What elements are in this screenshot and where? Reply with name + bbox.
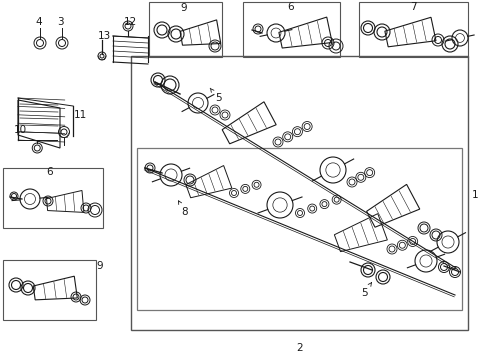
Bar xyxy=(358,2,467,57)
Text: 4: 4 xyxy=(36,17,42,27)
Text: 8: 8 xyxy=(178,201,188,217)
Bar xyxy=(137,148,461,310)
Text: 3: 3 xyxy=(57,17,63,27)
Text: 9: 9 xyxy=(97,261,103,271)
Text: 12: 12 xyxy=(123,17,136,27)
Bar xyxy=(3,260,96,320)
Text: 5: 5 xyxy=(360,283,371,298)
Bar xyxy=(243,2,339,57)
Text: 6: 6 xyxy=(46,167,53,177)
Text: 2: 2 xyxy=(296,343,303,353)
Bar xyxy=(149,2,222,57)
Bar xyxy=(131,56,467,330)
Text: 7: 7 xyxy=(409,2,415,12)
Text: 13: 13 xyxy=(97,31,110,41)
Text: 5: 5 xyxy=(210,88,221,103)
Text: 11: 11 xyxy=(73,110,86,120)
Bar xyxy=(3,168,103,228)
Text: 9: 9 xyxy=(181,3,187,13)
Text: 6: 6 xyxy=(287,2,294,12)
Text: 1: 1 xyxy=(471,190,477,200)
Text: 10: 10 xyxy=(13,125,26,135)
